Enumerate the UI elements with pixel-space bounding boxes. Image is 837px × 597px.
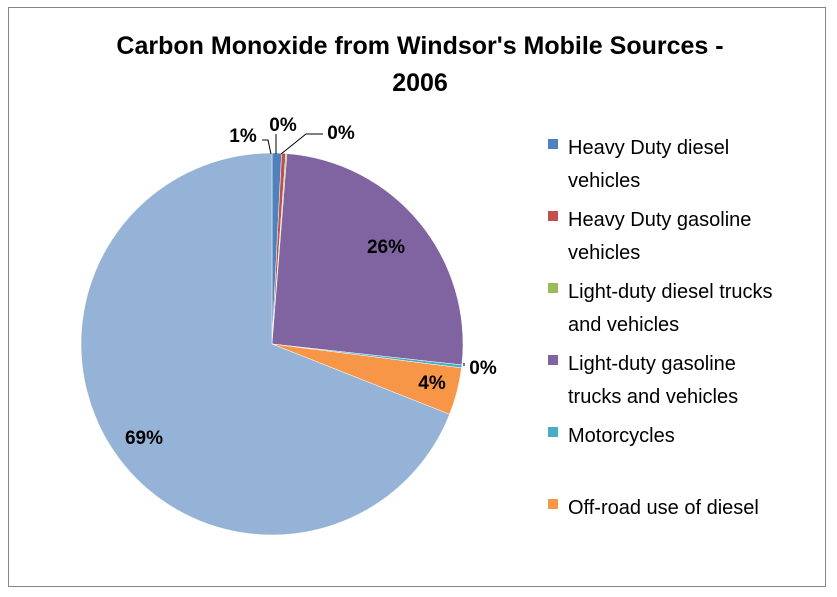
legend-label-line: trucks and vehicles — [568, 386, 739, 408]
chart-title: Carbon Monoxide from Windsor's Mobile So… — [40, 28, 800, 102]
legend-label-line: Heavy Duty diesel — [568, 137, 730, 159]
legend-label-line: vehicles — [568, 242, 641, 264]
legend-label: Light-duty diesel trucks and vehicles — [568, 276, 808, 342]
slice-data-label-2: 0% — [327, 123, 355, 144]
legend-swatch — [548, 499, 558, 509]
legend-label-line: vehicles — [568, 170, 641, 192]
legend-label: Off-road use of diesel — [568, 492, 808, 525]
slice-data-label-3: 26% — [367, 237, 405, 258]
legend-label: Heavy Duty gasoline vehicles — [568, 204, 808, 270]
slice-data-label-0: 1% — [229, 126, 257, 147]
legend-label: Heavy Duty diesel vehicles — [568, 132, 808, 198]
legend-label: Motorcycles — [568, 420, 808, 453]
chart-title-line-1: Carbon Monoxide from Windsor's Mobile So… — [116, 32, 724, 60]
legend-label-line: Heavy Duty gasoline — [568, 209, 752, 231]
legend-swatch — [548, 427, 558, 437]
slice-leader-line-2 — [280, 133, 323, 155]
legend-label-line: Light-duty gasoline — [568, 353, 736, 375]
legend-swatch — [548, 139, 558, 149]
slice-data-label-4: 0% — [469, 358, 497, 379]
slice-data-label-5: 4% — [418, 373, 446, 394]
legend-label-line: and vehicles — [568, 314, 680, 336]
legend-swatch — [548, 283, 558, 293]
legend-label-line: Motorcycles — [568, 425, 675, 447]
slice-data-label-6: 69% — [125, 428, 163, 449]
legend-swatch — [548, 211, 558, 221]
legend-label: Light-duty gasoline trucks and vehicles — [568, 348, 808, 414]
slice-leader-line-0 — [262, 139, 272, 155]
chart-title-line-2: 2006 — [392, 69, 448, 97]
legend-swatch — [548, 355, 558, 365]
pie-slice-6 — [80, 152, 450, 536]
legend-label-line: Off-road use of diesel — [568, 497, 759, 519]
slice-data-label-1: 0% — [269, 115, 297, 136]
legend-label-line: Light-duty diesel trucks — [568, 281, 773, 303]
pie-slice-3 — [271, 153, 464, 366]
